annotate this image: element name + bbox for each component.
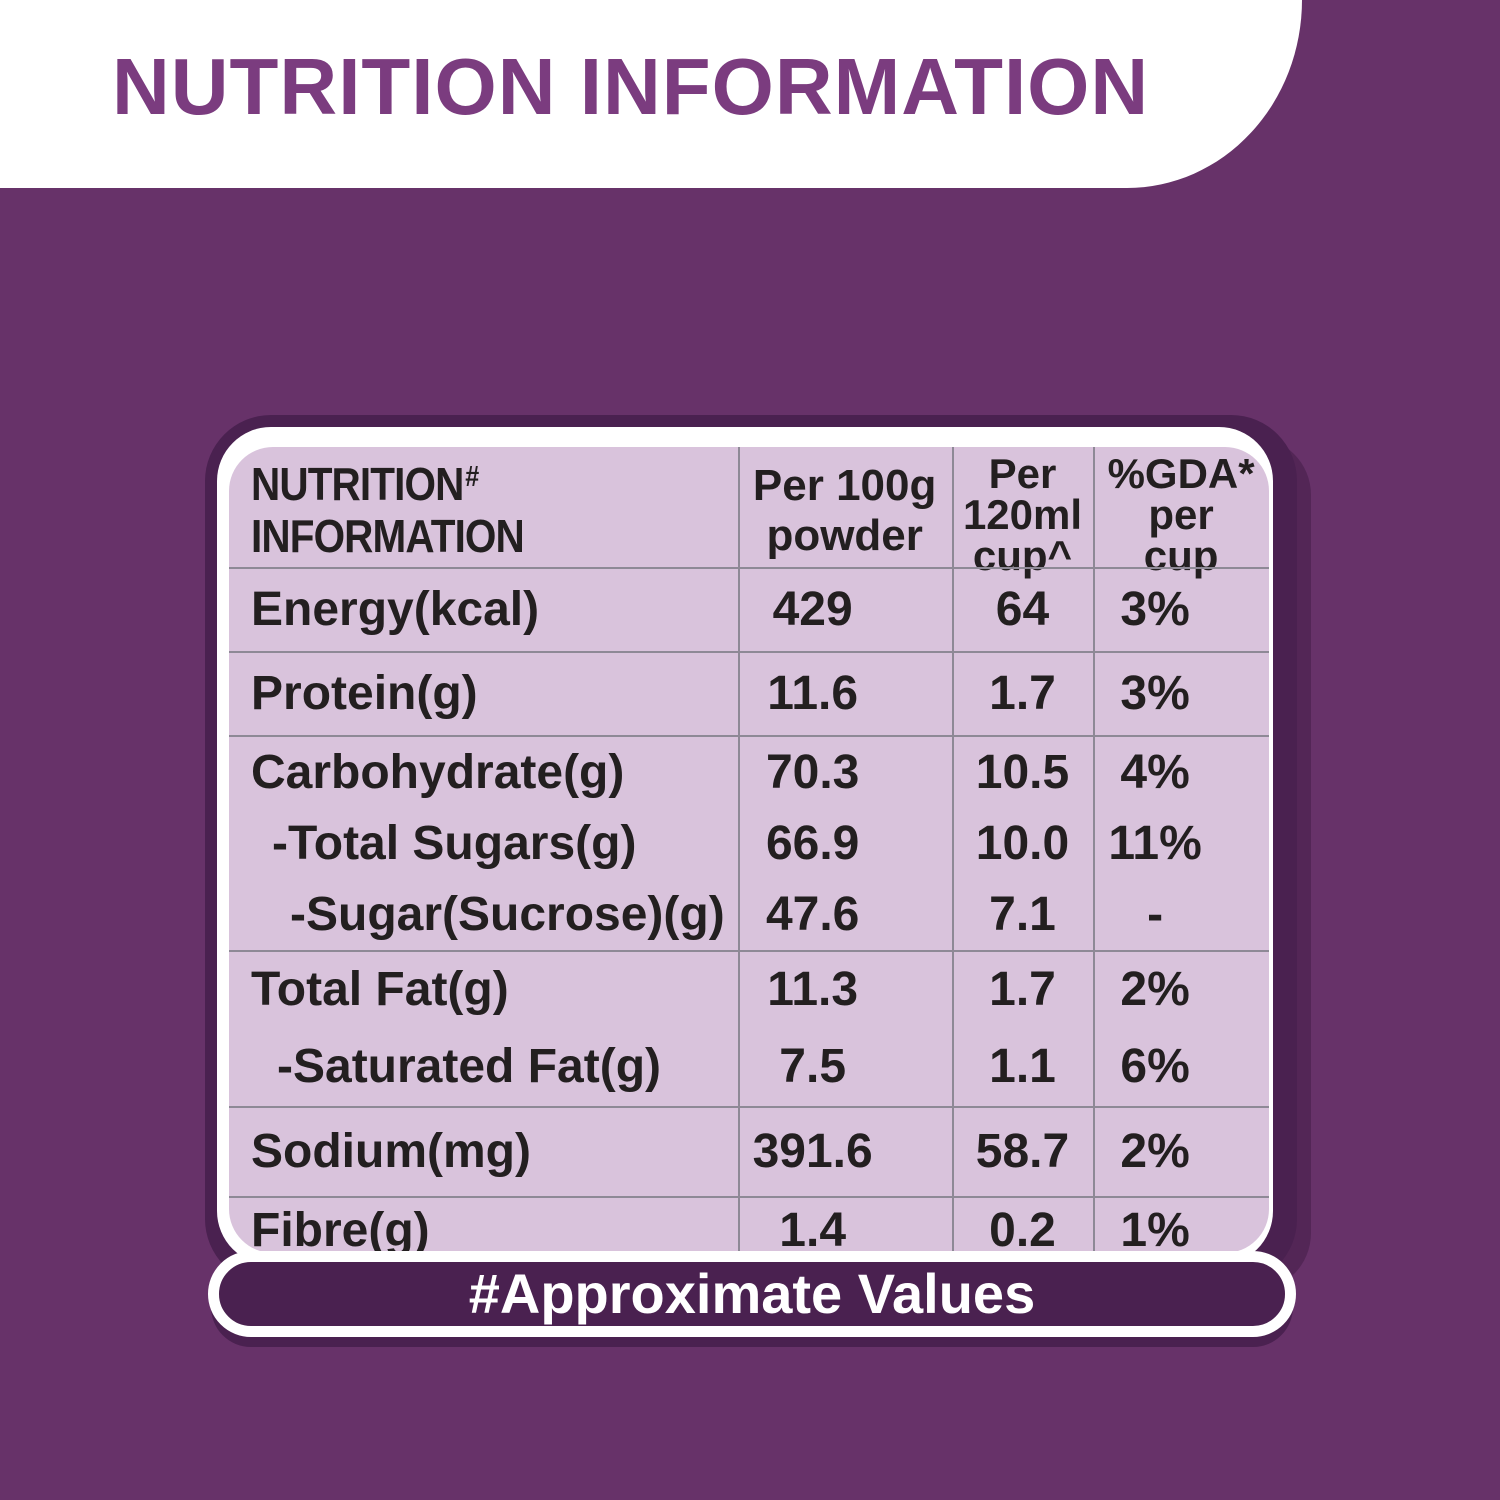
row-label: -Saturated Fat(g) xyxy=(277,1040,661,1093)
gda-value: 1% xyxy=(1120,1203,1190,1253)
per-cup-value: 58.7 xyxy=(975,1125,1070,1178)
per-100g-value: 11.6 xyxy=(767,667,859,720)
header-band: NUTRITION INFORMATION xyxy=(0,0,1302,188)
per-cup-value: 1.7 xyxy=(989,667,1056,720)
row-label: Sodium(mg) xyxy=(251,1125,531,1178)
gda-value: 11% xyxy=(1108,816,1202,870)
gda-value: 4% xyxy=(1120,745,1190,799)
per-100g-value: 66.9 xyxy=(765,816,860,870)
per-100g-value: 70.3 xyxy=(765,745,860,799)
table-row-energy: Energy(kcal) 429 64 3% xyxy=(229,567,1269,651)
row-label: Protein(g) xyxy=(251,667,478,720)
gda-value: 2% xyxy=(1120,963,1190,1016)
header-hash-superscript: # xyxy=(465,461,479,494)
gda-value: 6% xyxy=(1120,1040,1190,1093)
row-label: Fibre(g) xyxy=(251,1203,430,1253)
table-header-row: NUTRITION# INFORMATION Per 100g powder P… xyxy=(229,447,1269,576)
header-col1-line1: NUTRITION xyxy=(251,458,464,510)
header-nutrition-information: NUTRITION# INFORMATION xyxy=(229,447,738,576)
row-label: -Total Sugars(g) xyxy=(272,816,637,870)
header-per-100g-powder: Per 100g powder xyxy=(752,461,937,561)
gda-value: 2% xyxy=(1120,1125,1190,1178)
approximate-values-note: #Approximate Values xyxy=(468,1262,1036,1325)
table-row-sodium: Sodium(mg) 391.6 58.7 2% xyxy=(229,1106,1269,1196)
approximate-values-pill: #Approximate Values xyxy=(208,1251,1296,1337)
per-100g-value: 11.3 xyxy=(767,963,859,1016)
column-divider xyxy=(951,447,954,1253)
header-per-120ml-cup: Per 120ml cup^ xyxy=(962,450,1083,580)
row-label: -Sugar(Sucrose)(g) xyxy=(290,887,725,941)
column-divider xyxy=(1093,447,1096,1253)
table-row-sugar-sucrose: -Sugar(Sucrose)(g) 47.6 7.1 - xyxy=(229,879,1269,950)
per-cup-value: 64 xyxy=(995,583,1050,636)
per-100g-value: 1.4 xyxy=(779,1203,847,1253)
table-white-border: NUTRITION# INFORMATION Per 100g powder P… xyxy=(217,427,1273,1265)
table-row-saturated-fat: -Saturated Fat(g) 7.5 1.1 6% xyxy=(229,1028,1269,1106)
column-divider xyxy=(737,447,740,1253)
table-row-total-sugars: -Total Sugars(g) 66.9 10.0 11% xyxy=(229,808,1269,879)
per-cup-value: 0.2 xyxy=(989,1203,1056,1253)
per-cup-value: 10.0 xyxy=(975,816,1070,870)
row-label: Total Fat(g) xyxy=(251,963,509,1016)
per-cup-value: 1.7 xyxy=(989,963,1056,1016)
table-body: NUTRITION# INFORMATION Per 100g powder P… xyxy=(229,447,1269,1253)
nutrition-table: NUTRITION# INFORMATION Per 100g powder P… xyxy=(205,415,1297,1285)
table-row-protein: Protein(g) 11.6 1.7 3% xyxy=(229,651,1269,735)
table-row-carbohydrate: Carbohydrate(g) 70.3 10.5 4% xyxy=(229,735,1269,808)
header-col1-line2: INFORMATION xyxy=(251,509,525,562)
per-cup-value: 7.1 xyxy=(989,887,1056,941)
per-100g-value: 391.6 xyxy=(752,1125,873,1178)
page-title: NUTRITION INFORMATION xyxy=(112,42,1150,131)
per-cup-value: 10.5 xyxy=(975,745,1070,799)
per-100g-value: 47.6 xyxy=(765,887,860,941)
row-label: Energy(kcal) xyxy=(251,583,540,636)
row-label: Carbohydrate(g) xyxy=(251,745,625,799)
gda-value: 3% xyxy=(1120,667,1190,720)
header-gda-per-cup: %GDA* per cup xyxy=(1107,450,1255,580)
table-row-fibre: Fibre(g) 1.4 0.2 1% xyxy=(229,1196,1269,1253)
per-100g-value: 7.5 xyxy=(779,1040,847,1093)
gda-value: 3% xyxy=(1120,583,1190,636)
per-cup-value: 1.1 xyxy=(989,1040,1056,1093)
table-row-total-fat: Total Fat(g) 11.3 1.7 2% xyxy=(229,950,1269,1028)
per-100g-value: 429 xyxy=(772,583,853,636)
gda-value: - xyxy=(1147,887,1164,941)
